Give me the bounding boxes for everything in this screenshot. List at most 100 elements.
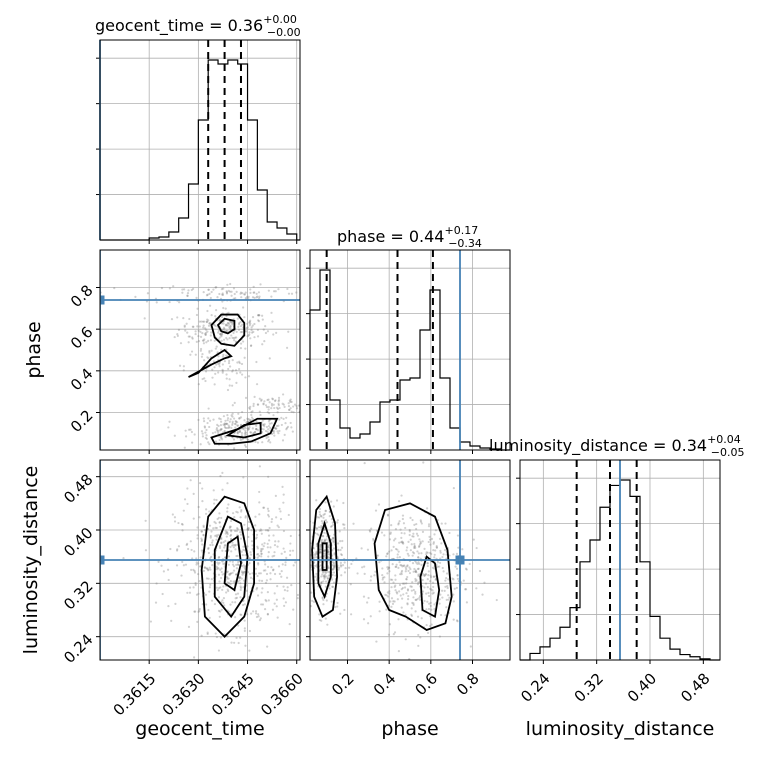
scatter-point bbox=[144, 519, 147, 522]
scatter-point bbox=[250, 612, 253, 615]
scatter-point bbox=[426, 586, 429, 589]
scatter-point bbox=[394, 578, 397, 581]
scatter-point bbox=[238, 579, 241, 582]
scatter-point bbox=[338, 566, 341, 569]
scatter-point bbox=[270, 404, 274, 407]
scatter-point bbox=[392, 600, 395, 603]
scatter-point bbox=[403, 582, 406, 585]
scatter-point bbox=[224, 544, 227, 547]
scatter-point bbox=[207, 288, 210, 291]
scatter-point bbox=[208, 566, 211, 569]
scatter-point bbox=[154, 601, 158, 604]
scatter-point bbox=[218, 545, 222, 548]
scatter-point bbox=[210, 530, 213, 533]
scatter-point bbox=[423, 574, 426, 577]
scatter-point bbox=[362, 618, 366, 621]
scatter-point bbox=[238, 506, 241, 509]
scatter-point bbox=[455, 567, 459, 570]
scatter-point bbox=[184, 435, 188, 438]
scatter-point bbox=[319, 551, 322, 554]
scatter-point bbox=[411, 551, 415, 554]
scatter-point bbox=[208, 351, 211, 354]
scatter-point bbox=[327, 544, 331, 547]
scatter-point bbox=[400, 494, 403, 497]
scatter-point bbox=[178, 364, 182, 367]
scatter-point bbox=[419, 519, 422, 522]
scatter-point bbox=[273, 554, 276, 557]
scatter-point bbox=[275, 598, 278, 601]
scatter-point bbox=[211, 564, 214, 567]
scatter-point bbox=[206, 631, 209, 634]
scatter-point bbox=[327, 552, 331, 555]
scatter-point bbox=[415, 579, 418, 582]
scatter-point bbox=[252, 330, 255, 333]
scatter-point bbox=[201, 543, 204, 546]
scatter-point bbox=[318, 507, 322, 511]
tick-label-y: 0.6 bbox=[67, 323, 97, 353]
scatter-point bbox=[409, 549, 412, 552]
scatter-point bbox=[321, 597, 324, 600]
scatter-point bbox=[464, 567, 468, 570]
scatter-point bbox=[426, 561, 429, 565]
scatter-point bbox=[232, 546, 235, 549]
scatter-point bbox=[173, 434, 176, 437]
scatter-point bbox=[239, 530, 242, 534]
scatter-point bbox=[237, 563, 240, 566]
scatter-point bbox=[313, 575, 317, 578]
scatter-point bbox=[413, 523, 416, 526]
scatter-point bbox=[337, 549, 340, 552]
scatter-point bbox=[182, 369, 185, 372]
scatter-point bbox=[398, 590, 401, 593]
scatter-point bbox=[249, 431, 253, 434]
scatter-point bbox=[260, 552, 263, 556]
scatter-point bbox=[407, 540, 410, 543]
scatter-point bbox=[203, 377, 206, 380]
scatter-point bbox=[258, 490, 261, 494]
scatter-point bbox=[432, 549, 435, 552]
scatter-point bbox=[397, 523, 400, 526]
scatter-point bbox=[388, 592, 391, 595]
scatter-point bbox=[478, 569, 482, 573]
scatter-point bbox=[215, 568, 219, 571]
panel-content bbox=[100, 460, 300, 660]
scatter-point bbox=[203, 338, 206, 341]
scatter-point bbox=[272, 403, 275, 406]
scatter-point bbox=[198, 481, 202, 485]
scatter-point bbox=[268, 401, 271, 404]
scatter-point bbox=[207, 288, 210, 291]
scatter-point bbox=[221, 438, 224, 441]
scatter-point bbox=[343, 523, 346, 526]
scatter-point bbox=[217, 432, 220, 435]
scatter-point bbox=[324, 570, 327, 573]
scatter-point bbox=[416, 615, 420, 618]
scatter-point bbox=[284, 563, 287, 567]
scatter-point bbox=[209, 543, 212, 547]
scatter-point bbox=[424, 582, 428, 585]
scatter-point bbox=[307, 560, 309, 562]
scatter-point bbox=[208, 590, 211, 593]
scatter-point bbox=[252, 404, 255, 408]
scatter-point bbox=[452, 618, 455, 621]
scatter-point bbox=[230, 426, 233, 429]
scatter-point bbox=[422, 573, 425, 576]
scatter-point bbox=[224, 549, 227, 553]
scatter-point bbox=[399, 594, 402, 597]
scatter-point bbox=[321, 534, 324, 537]
scatter-point bbox=[262, 428, 265, 431]
scatter-point bbox=[455, 552, 459, 556]
scatter-point bbox=[161, 592, 164, 596]
scatter-point bbox=[230, 321, 233, 324]
scatter-point bbox=[236, 424, 239, 427]
scatter-point bbox=[272, 414, 275, 417]
scatter-point bbox=[225, 329, 228, 333]
scatter-point bbox=[221, 471, 224, 474]
scatter-point bbox=[414, 546, 417, 549]
scatter-point bbox=[228, 573, 231, 576]
scatter-point bbox=[413, 567, 416, 571]
scatter-point bbox=[307, 287, 309, 289]
scatter-point bbox=[227, 424, 230, 427]
scatter-point bbox=[241, 603, 245, 607]
scatter-point bbox=[224, 307, 227, 310]
scatter-point bbox=[333, 564, 336, 567]
scatter-point bbox=[271, 397, 274, 400]
